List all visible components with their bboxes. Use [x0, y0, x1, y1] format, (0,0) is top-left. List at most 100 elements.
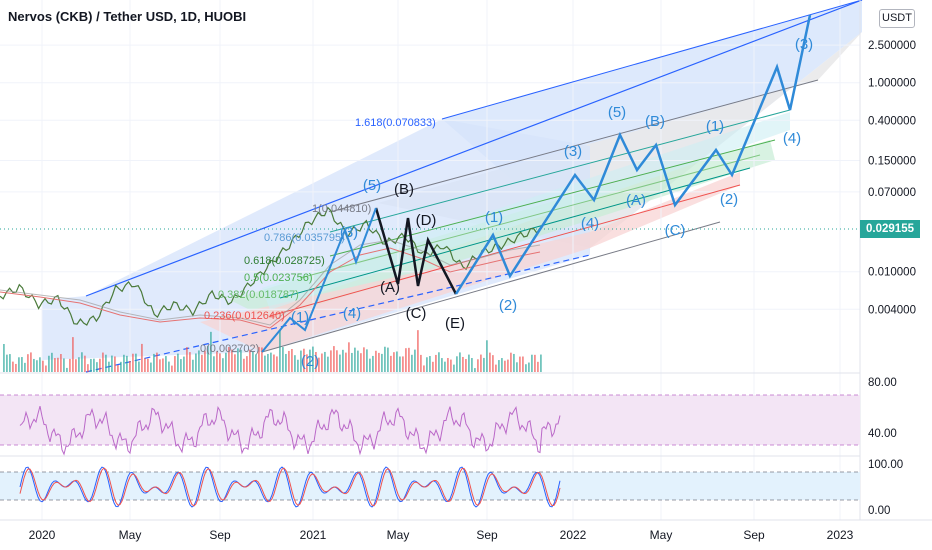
volume-bar: [102, 352, 104, 372]
volume-bar: [531, 354, 533, 372]
volume-bar: [528, 362, 530, 372]
volume-bar: [210, 331, 212, 372]
volume-bar: [63, 358, 65, 372]
volume-bar: [459, 352, 461, 372]
volume-bar: [498, 360, 500, 372]
wave-label: (2): [499, 297, 517, 314]
volume-bar: [162, 358, 164, 372]
volume-bar: [36, 360, 38, 372]
volume-bar: [309, 349, 311, 372]
volume-bar: [114, 356, 116, 372]
volume-bar: [483, 357, 485, 372]
price-axis-label: 2.500000: [868, 40, 916, 52]
volume-bar: [372, 355, 374, 372]
volume-bar: [378, 352, 380, 372]
volume-bar: [282, 347, 284, 372]
volume-bar: [402, 356, 404, 372]
volume-bar: [93, 358, 95, 372]
volume-bar: [525, 364, 527, 372]
volume-bar: [294, 355, 296, 372]
wave-label: (B): [394, 181, 414, 198]
volume-bar: [519, 356, 521, 372]
volume-bar: [441, 358, 443, 372]
time-axis-label: 2022: [560, 528, 587, 542]
time-axis: 2020 May Sep 2021 May Sep 2022 May Sep 2023: [29, 528, 854, 542]
volume-bar: [303, 348, 305, 372]
volume-bar: [264, 355, 266, 372]
volume-bar: [534, 354, 536, 372]
rsi-axis: 80.00 40.00: [868, 377, 897, 440]
stoch-axis-label: 0.00: [868, 505, 890, 517]
volume-bar: [123, 354, 125, 372]
volume-bar: [48, 355, 50, 372]
volume-bar: [15, 363, 17, 372]
volume-bar: [117, 364, 119, 372]
volume-bar: [132, 353, 134, 372]
fib-level-label: 0.618(0.028725): [244, 255, 325, 267]
wave-label: (3): [340, 224, 358, 241]
volume-bar: [480, 354, 482, 372]
fib-line-0500: [299, 154, 761, 279]
wave-label: (4): [783, 130, 801, 147]
volume-bar: [39, 357, 41, 372]
fib-band-cyan: [262, 112, 790, 310]
volume-bar: [174, 356, 176, 372]
volume-bar: [126, 355, 128, 372]
volume-bar: [252, 351, 254, 372]
price-axis-label: 0.070000: [868, 187, 916, 199]
fib-labels: 1.618(0.070833) 1(0.044810) 0.786(0.035795…: [200, 117, 436, 355]
volume-bar: [255, 354, 257, 372]
volume-bar: [54, 358, 56, 372]
volume-bar: [477, 359, 479, 372]
volume-bar: [120, 361, 122, 372]
volume-bar: [249, 349, 251, 372]
cloud-line: [0, 239, 541, 326]
price-axis-label: 0.150000: [868, 156, 916, 168]
volume-bar: [438, 352, 440, 372]
wave-label: (2): [720, 191, 738, 208]
volume-bar: [171, 365, 173, 372]
fib-line-0786: [329, 109, 791, 233]
volume-bar: [147, 358, 149, 372]
volume-bar: [300, 350, 302, 372]
last-price-tag: 0.029155: [860, 220, 920, 238]
wave-label: (1): [706, 118, 724, 135]
channel-upper-line: [85, 0, 863, 297]
time-axis-label: May: [119, 528, 142, 542]
volume-bar: [339, 354, 341, 372]
volume-bar: [183, 356, 185, 372]
volume-bar: [234, 354, 236, 372]
volume-bar: [435, 354, 437, 372]
volume-bar: [297, 359, 299, 372]
volume-bar: [267, 353, 269, 372]
wave-label: (2): [301, 353, 319, 370]
volume-bar: [195, 353, 197, 372]
volume-bar: [87, 364, 89, 372]
volume-bar: [513, 353, 515, 372]
volume-bar: [177, 353, 179, 372]
volume-bar: [72, 337, 74, 372]
price-line: [0, 206, 541, 326]
volume-bar: [456, 356, 458, 372]
volume-bar: [270, 352, 272, 372]
rsi-axis-label: 40.00: [868, 428, 897, 440]
price-axis: 2.500000 1.000000 0.400000 0.150000 0.070000…: [868, 40, 916, 316]
volume-bar: [141, 343, 143, 372]
channel-lines: [0, 0, 863, 373]
wave-label: (1): [291, 309, 309, 326]
volume-bar: [231, 349, 233, 372]
stoch-d-line: [19, 467, 561, 507]
wave-label: (1): [485, 209, 503, 226]
volume-bar: [261, 347, 263, 372]
currency-badge[interactable]: USDT: [879, 9, 915, 28]
volume-bars: [3, 329, 542, 372]
wave-label: (4): [343, 305, 361, 322]
fib-level-label: 1(0.044810): [312, 203, 371, 215]
volume-bar: [96, 362, 98, 372]
wave-label: (3): [564, 143, 582, 160]
volume-bar: [42, 360, 44, 372]
volume-bar: [375, 350, 377, 372]
fib-line-0000: [261, 221, 721, 353]
volume-bar: [273, 354, 275, 372]
